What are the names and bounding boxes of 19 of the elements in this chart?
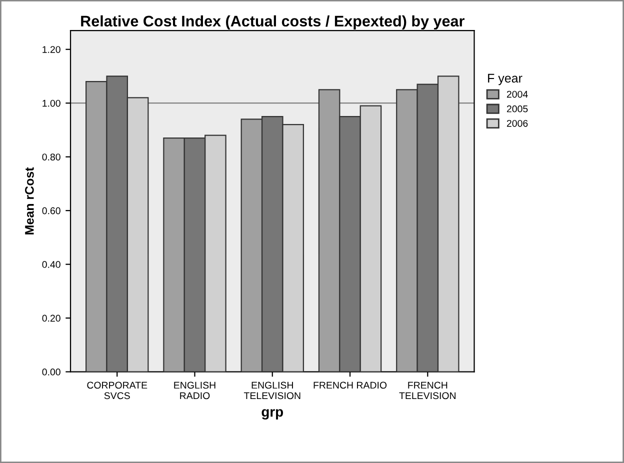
y-tick-label: 0.00 (42, 368, 60, 376)
y-tick-label: 1.00 (42, 100, 60, 107)
x-tick-label: ENGLISH TELEVISION (244, 382, 300, 400)
legend-label: 2004 (506, 90, 528, 98)
y-tick-label: 0.60 (42, 207, 60, 214)
y-tick-label: 0.80 (42, 154, 60, 160)
y-tick-label: 0.20 (42, 314, 60, 322)
legend-label: 2005 (506, 105, 528, 112)
legend-title: F year (488, 74, 522, 86)
y-tick-label: 1.20 (42, 46, 60, 53)
x-axis-title: grp (262, 409, 283, 420)
x-tick-label: ENGLISH RADIO (174, 382, 216, 400)
y-axis-title: Mean rCost (24, 167, 34, 234)
y-tick-label: 0.40 (42, 261, 60, 268)
legend-label: 2006 (506, 120, 528, 127)
x-tick-label: CORPORATE SVCS (87, 382, 148, 400)
x-tick-label: FRENCH TELEVISION (399, 382, 456, 400)
chart-title: Relative Cost Index (Actual costs / Expexted) by year (81, 15, 464, 30)
x-tick-label: FRENCH RADIO (314, 382, 387, 389)
